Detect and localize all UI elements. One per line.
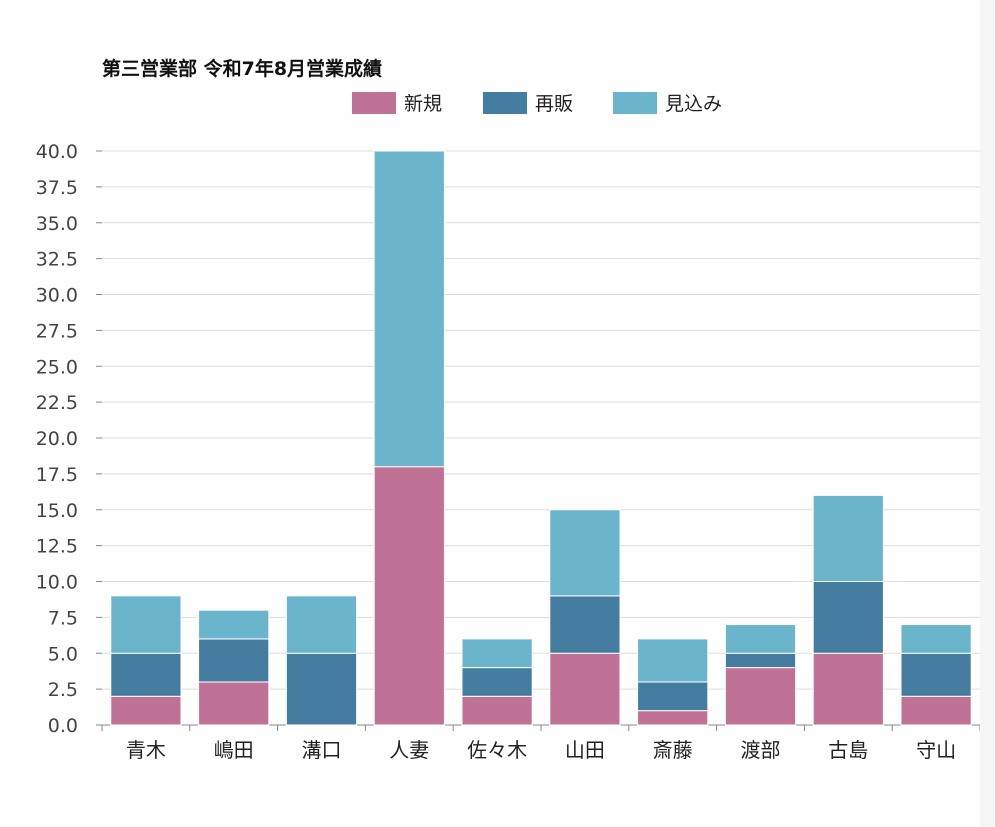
y-tick-label: 40.0 — [36, 141, 78, 163]
bar-segment — [900, 624, 972, 654]
bar-segment — [198, 609, 270, 640]
chart-title: 第三営業部 令和7年8月営業成績 — [102, 57, 382, 80]
bar-segment — [373, 150, 445, 468]
y-tick-label: 5.0 — [48, 643, 78, 665]
y-tick-label: 32.5 — [36, 249, 78, 271]
legend-label: 見込み — [665, 93, 722, 115]
y-tick-label: 0.0 — [48, 715, 78, 737]
bar-segment — [461, 638, 533, 669]
x-tick-label: 守山 — [916, 738, 956, 762]
x-axis: 青木 嶋田 溝口 人妻 佐々木 山田 斎藤 渡部 古島 守山 — [101, 725, 980, 762]
y-tick-label: 37.5 — [36, 177, 78, 199]
bar-segment — [812, 652, 884, 726]
bar-segment — [461, 695, 533, 726]
legend-label: 新規 — [404, 93, 442, 115]
bar-segment — [285, 652, 358, 726]
bar-segment — [110, 695, 182, 726]
legend-swatch — [483, 92, 527, 114]
bar-segment — [110, 652, 182, 697]
bars — [110, 150, 972, 726]
y-tick-label: 27.5 — [36, 320, 78, 342]
bar-segment — [724, 667, 797, 726]
y-tick-label: 7.5 — [48, 607, 78, 629]
y-tick-label: 12.5 — [36, 536, 78, 558]
bar-segment — [549, 595, 621, 654]
legend-label: 再販 — [535, 93, 573, 115]
x-tick-label: 佐々木 — [467, 738, 527, 762]
x-tick-label: 山田 — [565, 738, 605, 762]
y-tick-label: 10.0 — [36, 572, 78, 594]
y-tick-label: 35.0 — [36, 213, 78, 235]
gridlines — [102, 150, 980, 726]
x-tick-label: 人妻 — [389, 738, 429, 762]
bar-segment — [549, 509, 621, 597]
bar-segment — [461, 667, 533, 697]
right-edge-strip — [980, 0, 995, 827]
y-tick-label: 20.0 — [36, 428, 78, 450]
bar-segment — [373, 466, 445, 726]
bar-segment — [724, 624, 797, 654]
bar-segment — [812, 494, 884, 582]
legend-swatch — [352, 92, 396, 114]
y-tick-label: 25.0 — [36, 356, 78, 378]
bar-segment — [637, 681, 709, 712]
x-tick-label: 嶋田 — [214, 738, 254, 762]
bar-segment — [285, 595, 358, 654]
bar-segment — [198, 638, 270, 683]
y-tick-label: 22.5 — [36, 392, 78, 414]
x-tick-label: 斎藤 — [653, 738, 693, 762]
bar-segment — [110, 595, 182, 654]
bar-segment — [637, 710, 709, 726]
x-tick-label: 古島 — [828, 738, 868, 762]
bar-segment — [900, 652, 972, 697]
bar-segment — [812, 581, 884, 654]
bar-segment — [637, 638, 709, 683]
x-tick-label: 渡部 — [741, 738, 781, 762]
y-tick-label: 17.5 — [36, 464, 78, 486]
y-tick-label: 30.0 — [36, 285, 78, 307]
y-tick-label: 15.0 — [36, 500, 78, 522]
bar-segment — [900, 695, 972, 726]
bar-segment — [198, 681, 270, 726]
x-tick-label: 溝口 — [302, 738, 342, 762]
legend-swatch — [613, 92, 657, 114]
y-tick-label: 2.5 — [48, 679, 78, 701]
bar-segment — [724, 652, 797, 669]
legend: 新規 再販 見込み — [352, 92, 722, 115]
bar-segment — [549, 652, 621, 726]
x-tick-label: 青木 — [126, 738, 166, 762]
y-axis-ticks: 0.0 2.5 5.0 7.5 10.0 12.5 15.0 17.5 20.0 22.5 25.0… — [36, 141, 102, 737]
